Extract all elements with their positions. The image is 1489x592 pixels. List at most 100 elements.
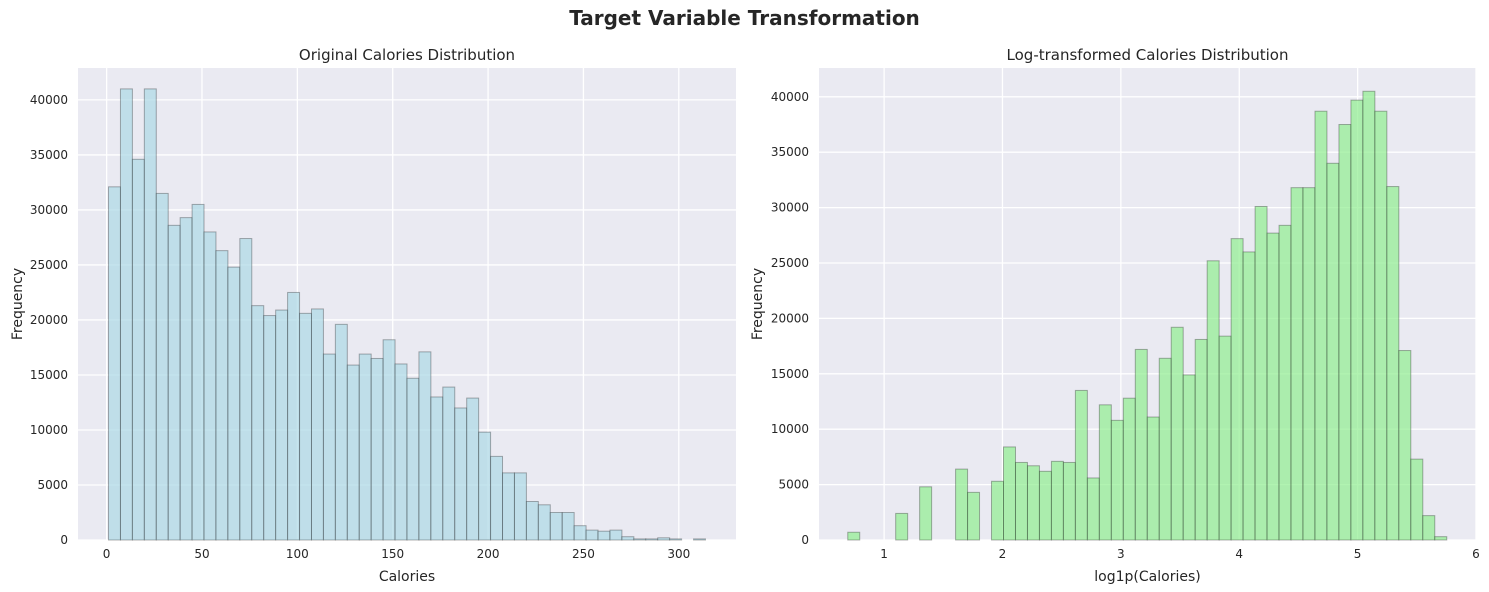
histogram-bar [1266, 232, 1280, 541]
left-y-tick-labels: 0 5000 10000 15000 20000 25000 30000 35000 40000 [30, 93, 68, 547]
histogram-bar [693, 538, 706, 541]
x-tick-label: 5 [1354, 547, 1362, 561]
right-x-tick-labels: 1 2 3 4 5 6 [880, 547, 1480, 561]
histogram-bar [847, 531, 861, 541]
right-chart-panel: 1 2 3 4 5 6 0 5000 10000 15000 20000 25000 30000 350… [750, 46, 1480, 585]
histogram-bar [1086, 477, 1100, 541]
histogram-bar [179, 217, 193, 541]
left-x-axis-label: Calories [379, 569, 435, 585]
histogram-bar [561, 511, 575, 541]
histogram-bar [1326, 162, 1340, 541]
histogram-bar [370, 357, 384, 541]
histogram-bar [585, 529, 599, 541]
histogram-bar [1038, 470, 1052, 541]
y-tick-label: 20000 [30, 313, 68, 327]
histogram-bar [645, 538, 659, 541]
x-tick-label: 300 [667, 547, 690, 561]
histogram-bar [525, 500, 539, 541]
histogram-bar [537, 504, 551, 541]
histogram-bar [991, 480, 1005, 541]
histogram-bar [1062, 461, 1076, 541]
histogram-bar [1158, 357, 1172, 541]
histogram-bar [1242, 251, 1256, 541]
histogram-bar [597, 530, 611, 541]
y-tick-label: 5000 [778, 478, 809, 492]
left-chart-title: Original Calories Distribution [299, 46, 515, 64]
histogram-bar [1386, 186, 1400, 541]
histogram-bar [406, 377, 420, 541]
histogram-bar [108, 186, 121, 541]
histogram-bar [1278, 224, 1292, 541]
histogram-bar [478, 431, 492, 541]
y-tick-label: 10000 [771, 422, 809, 436]
histogram-bar [251, 305, 265, 541]
histogram-bar [1026, 465, 1040, 541]
histogram-bar [1302, 187, 1316, 541]
histogram-bar [1410, 458, 1424, 541]
histogram-bar [442, 386, 456, 541]
y-tick-label: 20000 [771, 311, 809, 325]
histogram-bar [394, 363, 408, 541]
x-tick-label: 2 [999, 547, 1007, 561]
right-y-tick-labels: 0 5000 10000 15000 20000 25000 30000 35000 40000 [771, 90, 809, 547]
y-tick-label: 25000 [30, 258, 68, 272]
histogram-bar [633, 538, 647, 541]
histogram-bar [502, 472, 515, 541]
right-chart-title: Log-transformed Calories Distribution [1007, 46, 1289, 64]
histogram-bar [1050, 460, 1064, 541]
x-tick-label: 150 [381, 547, 404, 561]
x-tick-label: 6 [1472, 547, 1480, 561]
y-tick-label: 15000 [771, 367, 809, 381]
histogram-bar [1362, 90, 1376, 541]
y-tick-label: 40000 [30, 93, 68, 107]
histogram-bar [275, 309, 289, 541]
histogram-bar [513, 472, 527, 541]
x-tick-label: 250 [572, 547, 595, 561]
y-tick-label: 35000 [771, 145, 809, 159]
histogram-bar [1122, 397, 1136, 541]
histogram-bar [131, 158, 145, 541]
x-tick-label: 3 [1117, 547, 1125, 561]
histogram-bar [1218, 335, 1232, 541]
histogram-bar [1134, 348, 1148, 541]
histogram-bar [1290, 187, 1304, 541]
histogram-bar [263, 315, 277, 541]
histogram-bar [1110, 419, 1124, 541]
histogram-bar [657, 537, 671, 541]
histogram-bar [1314, 110, 1328, 541]
y-tick-label: 15000 [30, 368, 68, 382]
histogram-bar [119, 88, 133, 541]
histogram-bar [382, 339, 396, 541]
histogram-bar [418, 351, 432, 541]
histogram-bar [454, 407, 468, 541]
x-tick-label: 4 [1235, 547, 1243, 561]
histogram-bar [358, 353, 372, 541]
histogram-bar [573, 525, 587, 541]
y-tick-label: 30000 [30, 203, 68, 217]
histogram-bar [669, 538, 683, 541]
histogram-bar [346, 364, 360, 541]
histogram-bar [215, 250, 229, 541]
y-tick-label: 30000 [771, 201, 809, 215]
right-histogram-bars [847, 90, 1448, 541]
x-tick-label: 50 [194, 547, 209, 561]
histogram-bar [490, 455, 504, 541]
histogram-bar [919, 486, 933, 541]
y-tick-label: 25000 [771, 256, 809, 270]
histogram-bar [167, 224, 181, 541]
histogram-bar [967, 491, 981, 541]
histogram-bar [1074, 389, 1088, 541]
histogram-bar [155, 192, 169, 541]
histogram-bar [203, 231, 217, 541]
histogram-bar [299, 312, 312, 541]
histogram-bar [621, 536, 635, 541]
histogram-bar [1146, 416, 1160, 541]
left-chart-panel: 0 50 100 150 200 250 300 0 5000 10000 15000 20000 2… [10, 46, 736, 585]
right-y-axis-label: Frequency [750, 268, 766, 340]
histogram-bar [895, 512, 909, 541]
histogram-bar [1230, 238, 1244, 541]
histogram-bar [1206, 260, 1220, 541]
histogram-bar [1182, 374, 1196, 541]
histogram-bar [1194, 338, 1208, 541]
histogram-bar [1374, 110, 1388, 541]
